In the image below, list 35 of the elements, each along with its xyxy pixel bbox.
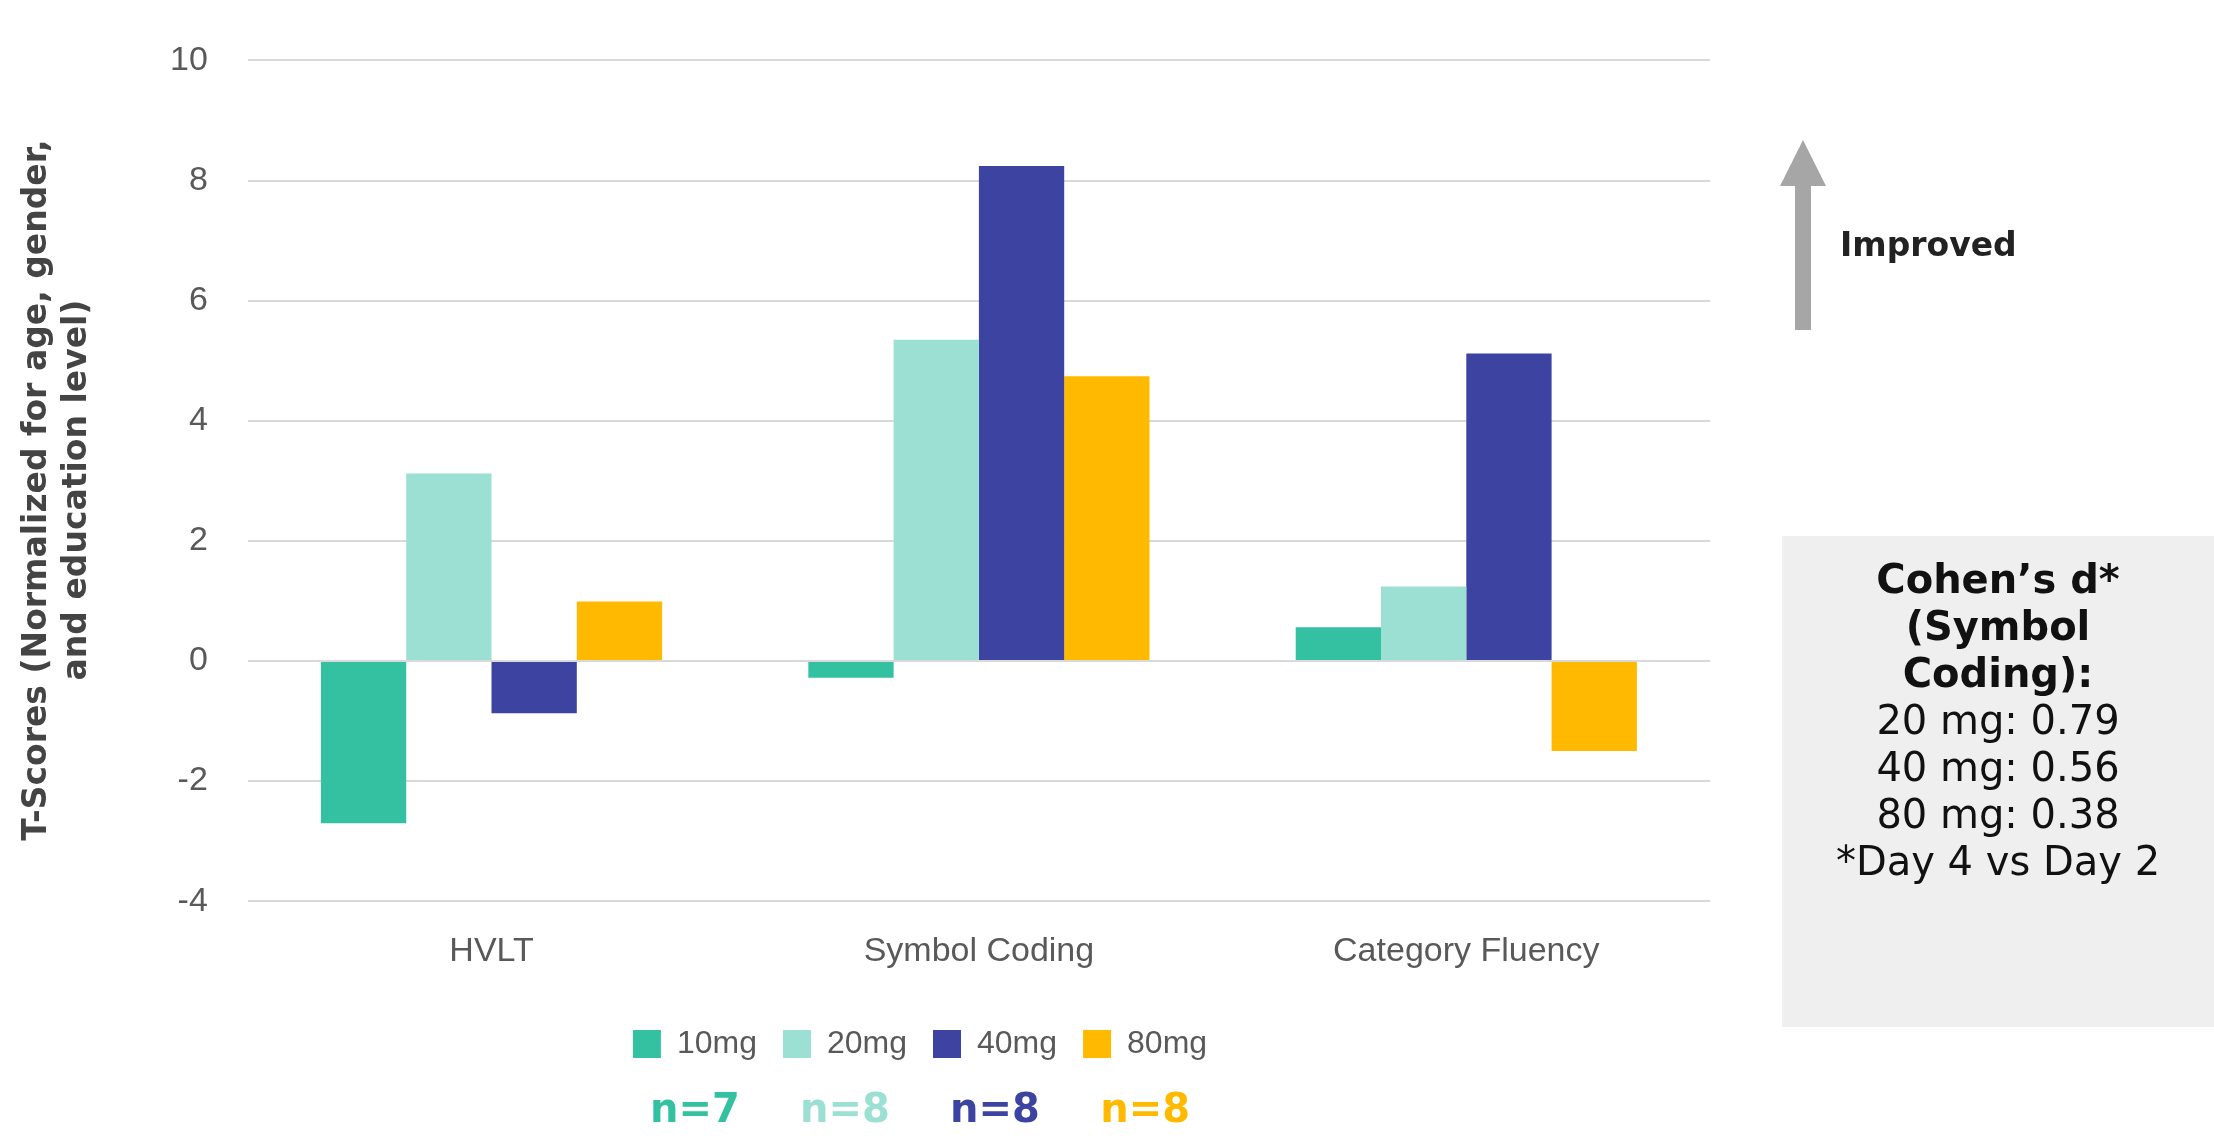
legend-label: 80mg [1127,1023,1208,1060]
text: Improved [1840,225,2017,264]
bar [808,661,894,678]
text: n=8 [950,1085,1040,1132]
text: Cohen’s d* (Symbol Coding): [1875,556,2121,697]
text: n=8 [1100,1085,1190,1132]
bar [320,661,407,824]
y-tick-label: -4 [177,879,208,918]
bar [491,661,577,714]
x-tick-label: Category Fluency [1333,929,1600,968]
y-tick-label: -2 [177,759,208,798]
text: 20 mg: 0.79 40 mg: 0.56 80 mg: 0.38 *Day 4 vs Day 2 [1834,697,2162,885]
bar [978,166,1065,660]
bar [1295,627,1382,660]
text: n=8 [800,1085,890,1132]
bar [1466,353,1552,660]
bar [1064,376,1150,660]
y-tick-label: 2 [188,519,208,558]
y-tick-label: 6 [188,279,208,317]
y-tick-label: 10 [169,38,208,77]
bar [576,601,663,660]
x-tick-label: Symbol Coding [863,929,1095,968]
text: n=7 [650,1085,740,1132]
legend-label: 40mg [977,1023,1058,1060]
y-tick-label: 4 [188,399,208,438]
y-tick-label: 0 [188,639,208,678]
bar [1381,586,1467,660]
x-tick-label: HVLT [449,929,534,968]
legend-label: 20mg [826,1023,907,1060]
legend-label: 10mg [676,1023,757,1060]
bar [1551,661,1637,752]
y-tick-label: 8 [188,158,208,197]
bar [893,339,979,660]
y-axis-title: T-Scores (Normalized for age, gender, and education level) [15,138,95,843]
bar [406,473,492,660]
